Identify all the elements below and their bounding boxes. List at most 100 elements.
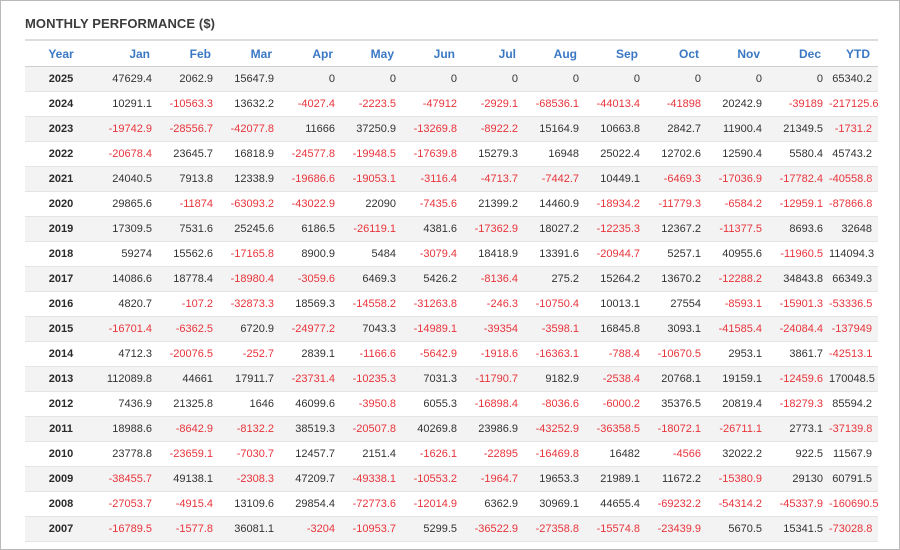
- cell-may: -14558.2: [341, 291, 402, 317]
- row-year-label: 2011: [25, 416, 97, 442]
- cell-jul: -4713.7: [463, 166, 524, 192]
- cell-sep: -36358.5: [585, 416, 646, 442]
- cell-apr: 18569.3: [280, 291, 341, 317]
- cell-dec: -17782.4: [768, 166, 829, 192]
- column-header-year[interactable]: Year: [25, 42, 97, 67]
- row-year-label: 2009: [25, 466, 97, 492]
- cell-jan: 7436.9: [97, 391, 158, 417]
- cell-feb: 7913.8: [158, 166, 219, 192]
- cell-jul: 18418.9: [463, 241, 524, 267]
- cell-aug: 16948: [524, 141, 585, 167]
- column-header-nov[interactable]: Nov: [707, 42, 768, 67]
- cell-jun: 5426.2: [402, 266, 463, 292]
- cell-dec: -24084.4: [768, 316, 829, 342]
- cell-mar: -42077.8: [219, 116, 280, 142]
- cell-dec: -11960.5: [768, 241, 829, 267]
- cell-may: -26119.1: [341, 216, 402, 242]
- row-year-label: 2023: [25, 116, 97, 142]
- cell-apr: -24977.2: [280, 316, 341, 342]
- row-year-label: 2012: [25, 391, 97, 417]
- cell-jul: -2929.1: [463, 91, 524, 117]
- cell-feb: -10563.3: [158, 91, 219, 117]
- cell-oct: 12367.2: [646, 216, 707, 242]
- cell-jul: 15279.3: [463, 141, 524, 167]
- column-header-jun[interactable]: Jun: [402, 42, 463, 67]
- column-header-dec[interactable]: Dec: [768, 42, 829, 67]
- cell-sep: 16482: [585, 441, 646, 467]
- column-header-oct[interactable]: Oct: [646, 42, 707, 67]
- table-row: 2010 23778.8 -23659.1 -7030.7 12457.7 2151.4-…: [25, 441, 878, 467]
- cell-oct: -69232.2: [646, 491, 707, 517]
- cell-oct: -4566: [646, 441, 707, 467]
- cell-jan: 47629.4: [97, 66, 158, 92]
- column-header-feb[interactable]: Feb: [158, 42, 219, 67]
- column-header-sep[interactable]: Sep: [585, 42, 646, 67]
- row-year-label: 2014: [25, 341, 97, 367]
- column-header-mar[interactable]: Mar: [219, 42, 280, 67]
- column-header-jul[interactable]: Jul: [463, 42, 524, 67]
- cell-jun: -12014.9: [402, 491, 463, 517]
- cell-apr: 29854.4: [280, 491, 341, 517]
- cell-jul: -1964.7: [463, 466, 524, 492]
- cell-jan: 17309.5: [97, 216, 158, 242]
- cell-jan: -27053.7: [97, 491, 158, 517]
- cell-dec: -18279.3: [768, 391, 829, 417]
- cell-oct: -11779.3: [646, 191, 707, 217]
- column-header-apr[interactable]: Apr: [280, 42, 341, 67]
- cell-jul: -22895: [463, 441, 524, 467]
- cell-jan: -19742.9: [97, 116, 158, 142]
- table-row: 2022 -20678.4 23645.7 16818.9 -24577.8 -19948…: [25, 141, 878, 167]
- cell-ytd: 66349.3: [829, 266, 878, 292]
- cell-dec: 15341.5: [768, 516, 829, 542]
- cell-jun: -1626.1: [402, 441, 463, 467]
- cell-sep: 21989.1: [585, 466, 646, 492]
- cell-feb: 15562.6: [158, 241, 219, 267]
- cell-feb: 2062.9: [158, 66, 219, 92]
- cell-feb: 18778.4: [158, 266, 219, 292]
- cell-ytd: -137949: [829, 316, 878, 342]
- cell-oct: 11672.2: [646, 466, 707, 492]
- row-year-label: 2015: [25, 316, 97, 342]
- cell-aug: -16469.8: [524, 441, 585, 467]
- column-header-jan[interactable]: Jan: [97, 42, 158, 67]
- cell-jun: -10553.2: [402, 466, 463, 492]
- cell-feb: -23659.1: [158, 441, 219, 467]
- cell-may: -10953.7: [341, 516, 402, 542]
- column-header-may[interactable]: May: [341, 42, 402, 67]
- column-header-aug[interactable]: Aug: [524, 42, 585, 67]
- cell-mar: 17911.7: [219, 366, 280, 392]
- cell-sep: 10013.1: [585, 291, 646, 317]
- cell-dec: -15901.3: [768, 291, 829, 317]
- cell-nov: 0: [707, 66, 768, 92]
- cell-feb: 49138.1: [158, 466, 219, 492]
- cell-ytd: -87866.8: [829, 191, 878, 217]
- cell-ytd: -37139.8: [829, 416, 878, 442]
- row-year-label: 2019: [25, 216, 97, 242]
- cell-jun: -7435.6: [402, 191, 463, 217]
- cell-oct: 20768.1: [646, 366, 707, 392]
- cell-jun: -5642.9: [402, 341, 463, 367]
- cell-dec: -12459.6: [768, 366, 829, 392]
- cell-oct: -6469.3: [646, 166, 707, 192]
- cell-jan: -38455.7: [97, 466, 158, 492]
- cell-may: 22090: [341, 191, 402, 217]
- cell-feb: -1577.8: [158, 516, 219, 542]
- cell-ytd: 11567.9: [829, 441, 878, 467]
- cell-aug: 9182.9: [524, 366, 585, 392]
- cell-jun: 7031.3: [402, 366, 463, 392]
- cell-sep: -15574.8: [585, 516, 646, 542]
- cell-ytd: 170048.5: [829, 366, 878, 392]
- cell-jan: 24040.5: [97, 166, 158, 192]
- column-header-ytd[interactable]: YTD: [829, 42, 878, 67]
- cell-mar: 12338.9: [219, 166, 280, 192]
- cell-mar: 15647.9: [219, 66, 280, 92]
- cell-feb: -11874: [158, 191, 219, 217]
- cell-jun: 6055.3: [402, 391, 463, 417]
- cell-feb: 7531.6: [158, 216, 219, 242]
- cell-sep: 10663.8: [585, 116, 646, 142]
- cell-sep: -44013.4: [585, 91, 646, 117]
- table-row: 2021 24040.5 7913.8 12338.9 -19686.6 -19053.1…: [25, 166, 878, 192]
- cell-ytd: 60791.5: [829, 466, 878, 492]
- table-row: 2019 17309.5 7531.6 25245.6 6186.5 -26119.1 43…: [25, 216, 878, 242]
